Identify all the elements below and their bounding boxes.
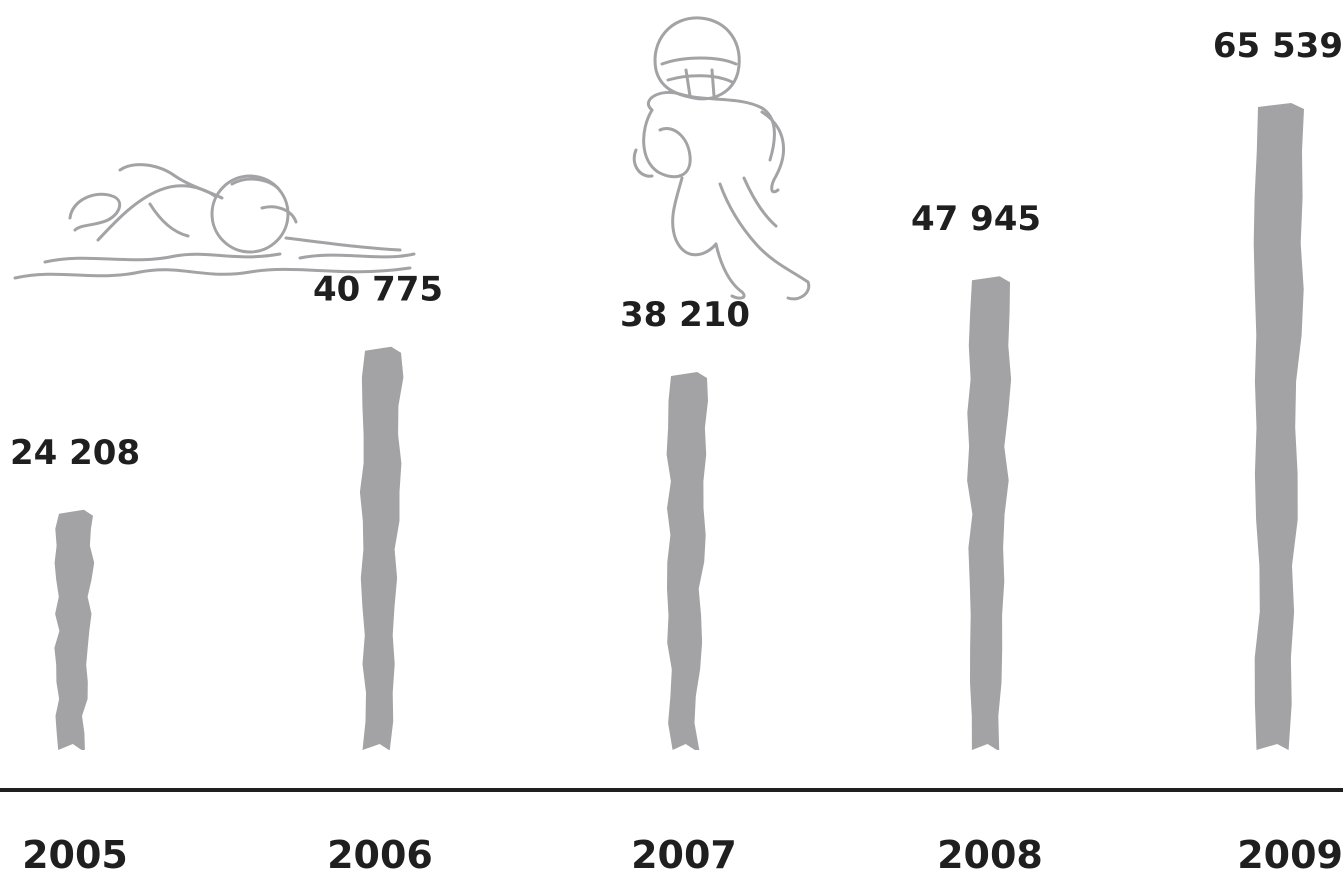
x-tick-label-2006: 2006 [327, 833, 433, 871]
bar-2009 [1253, 103, 1304, 750]
bars-layer [54, 103, 1304, 750]
swimmer-sketch [13, 163, 416, 280]
value-labels-layer: 24 208 40 775 38 210 47 945 65 539 [10, 26, 1343, 473]
value-label-2009: 65 539 [1213, 26, 1343, 66]
value-label-2005: 24 208 [10, 433, 140, 473]
value-label-2008: 47 945 [911, 199, 1041, 239]
value-label-2006: 40 775 [313, 270, 443, 310]
bar-2005 [54, 509, 95, 750]
x-tick-label-2005: 2005 [22, 833, 128, 871]
x-tick-label-2009: 2009 [1237, 833, 1343, 871]
bar-2007 [666, 372, 708, 750]
football-player-sketch [632, 16, 811, 301]
bar-2006 [359, 346, 404, 750]
value-label-2007: 38 210 [620, 295, 750, 335]
x-tick-label-2008: 2008 [937, 833, 1043, 871]
tick-labels-layer: 2005 2006 2007 2008 2009 [22, 833, 1343, 871]
bar-2008 [967, 276, 1012, 750]
x-tick-label-2007: 2007 [631, 833, 737, 871]
